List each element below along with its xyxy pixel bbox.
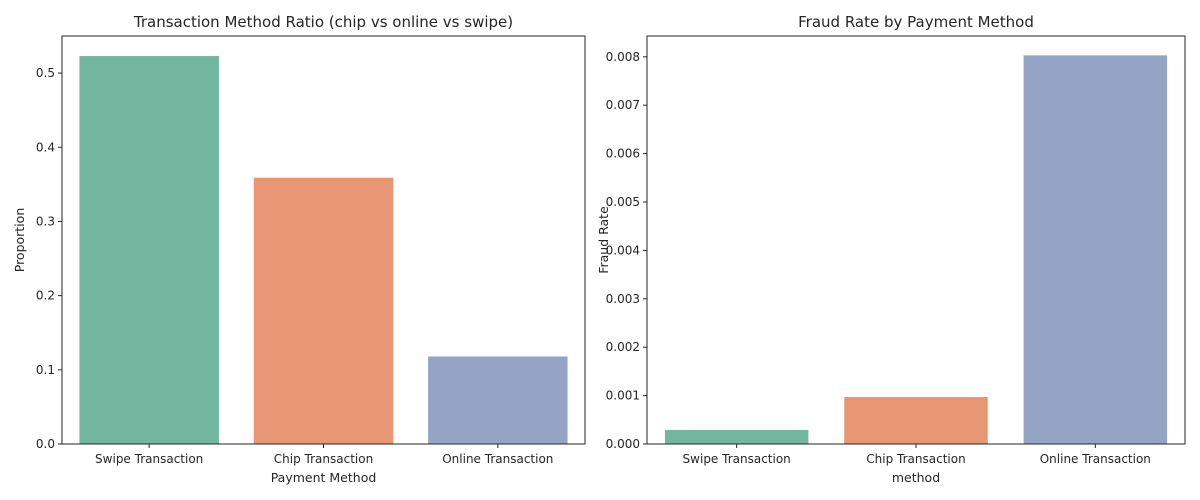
chart-title: Transaction Method Ratio (chip vs online… xyxy=(133,13,513,31)
y-axis-label: Proportion xyxy=(12,208,27,273)
y-tick-label: 0.5 xyxy=(36,66,55,80)
x-tick-label: Swipe Transaction xyxy=(683,452,791,466)
bar-online-transaction xyxy=(1023,55,1168,444)
x-axis-label: Payment Method xyxy=(271,470,377,485)
chart-title: Fraud Rate by Payment Method xyxy=(798,13,1034,31)
y-tick-label: 0.003 xyxy=(606,292,640,306)
x-tick-label: Swipe Transaction xyxy=(95,452,203,466)
bar-chip-transaction xyxy=(844,397,988,444)
y-tick-label: 0.4 xyxy=(36,140,55,154)
y-tick-label: 0.005 xyxy=(606,195,640,209)
y-tick-label: 0.1 xyxy=(36,363,55,377)
y-axis-label: Fraud Rate xyxy=(596,206,611,274)
y-tick-label: 0.002 xyxy=(606,340,640,354)
y-tick-label: 0.3 xyxy=(36,214,55,228)
chart-fraud-rate: Swipe Transaction Chip Transaction Online … xyxy=(596,13,1186,485)
y-tick-label: 0.006 xyxy=(606,147,640,161)
x-tick-label: Online Transaction xyxy=(1040,452,1151,466)
y-tick-label: 0.008 xyxy=(606,50,640,64)
y-tick-label: 0.0 xyxy=(36,437,55,451)
x-tick-label: Chip Transaction xyxy=(866,452,965,466)
y-tick-label: 0.2 xyxy=(36,289,55,303)
x-tick-label: Chip Transaction xyxy=(274,452,373,466)
y-tick-label: 0.001 xyxy=(606,389,640,403)
chart-transaction-method-ratio: Swipe Transaction Chip Transaction Online … xyxy=(12,13,586,485)
x-tick-label: Online Transaction xyxy=(442,452,553,466)
bar-swipe-transaction xyxy=(79,56,219,445)
x-axis-label: method xyxy=(892,470,940,485)
bar-swipe-transaction xyxy=(664,429,809,444)
bar-online-transaction xyxy=(428,356,568,444)
y-tick-label: 0.004 xyxy=(606,243,640,257)
bar-chip-transaction xyxy=(253,177,394,445)
y-tick-label: 0.007 xyxy=(606,98,640,112)
y-tick-label: 0.000 xyxy=(606,437,640,451)
